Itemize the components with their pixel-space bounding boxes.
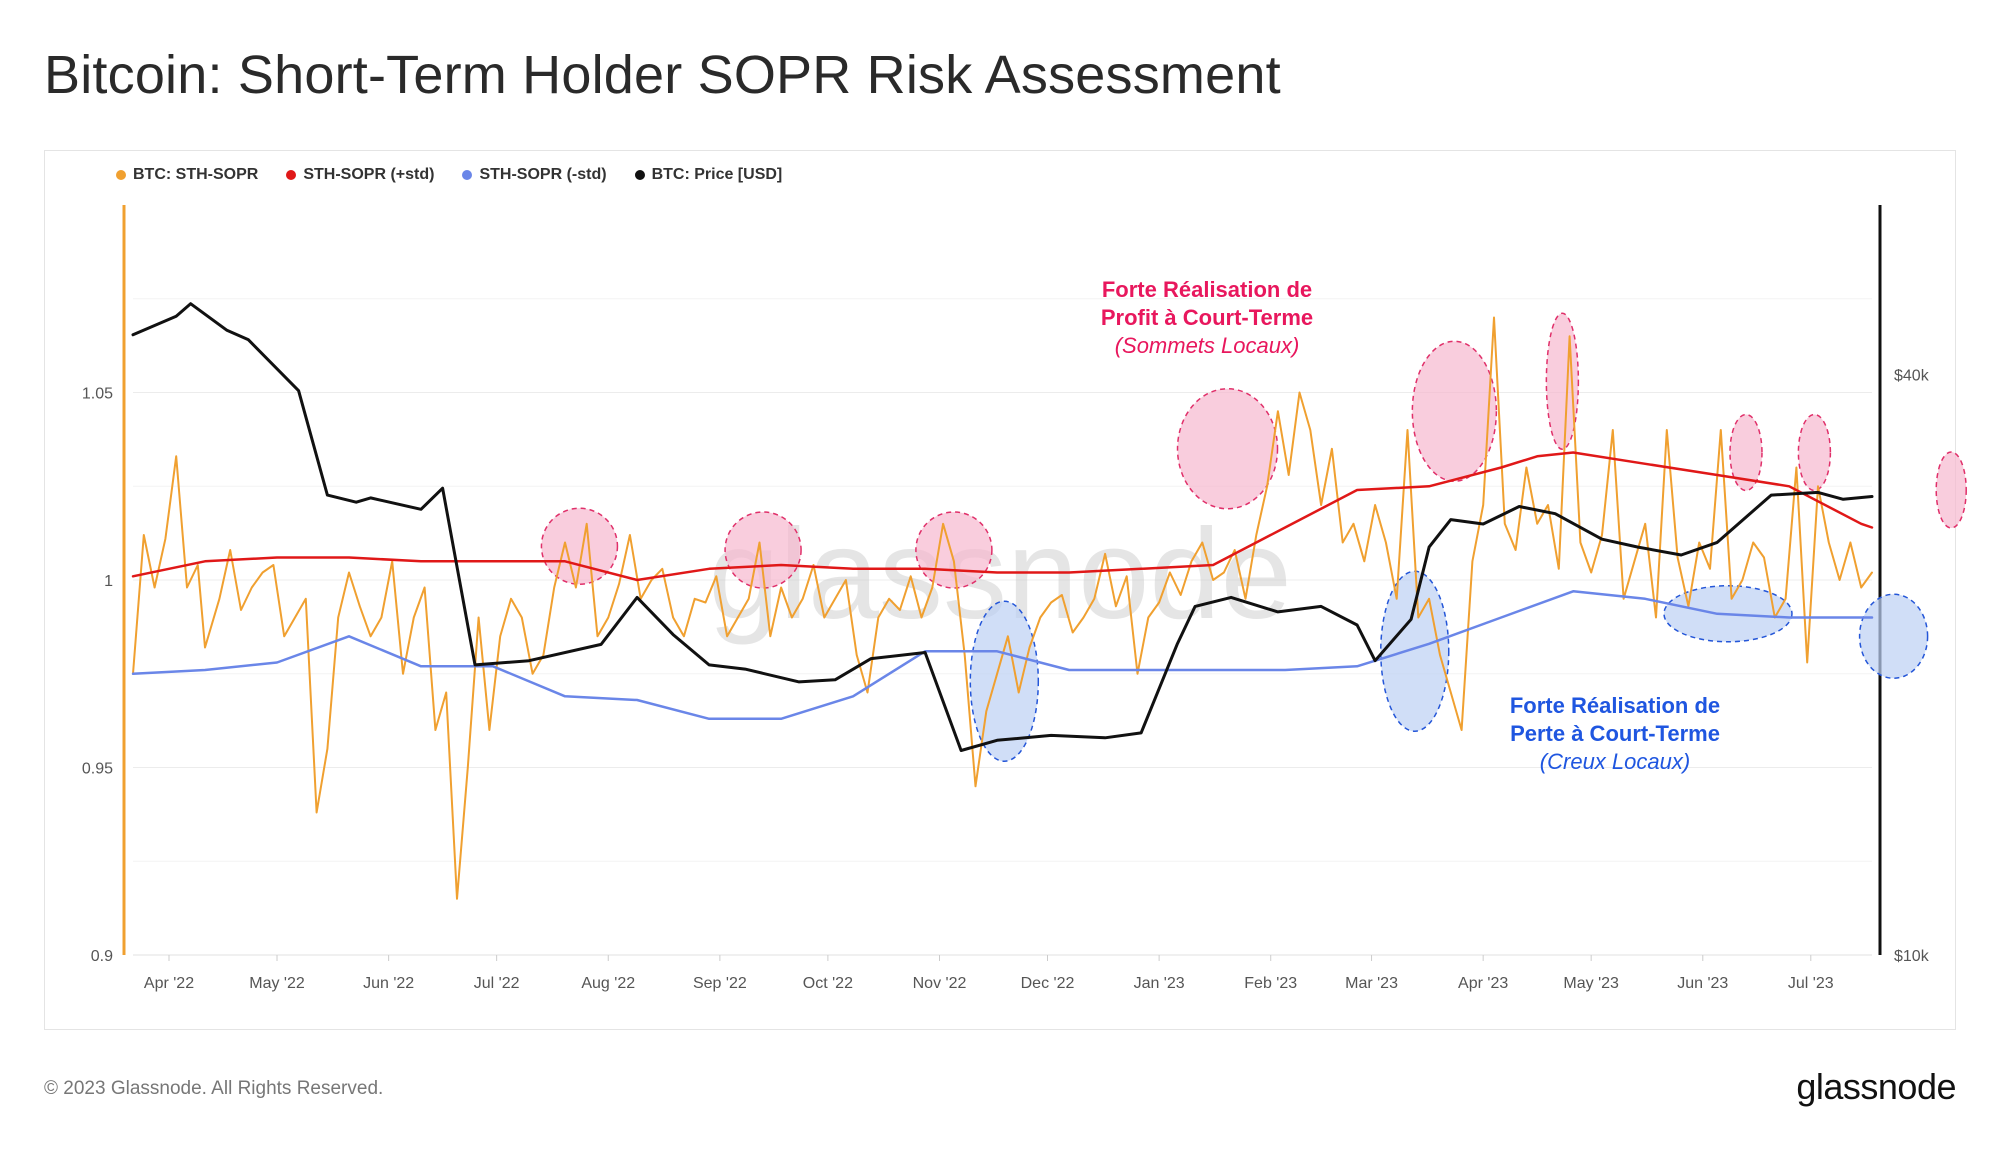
legend-dot-sopr	[116, 170, 126, 180]
x-tick-label: Dec '22	[1021, 975, 1075, 992]
x-tick-label: Jun '22	[363, 975, 414, 992]
loss-annotation-line: Forte Réalisation de	[1510, 693, 1720, 718]
legend-label-upper-std: STH-SOPR (+std)	[303, 166, 435, 183]
legend-dot-lower-std	[462, 170, 473, 180]
profit-zone	[724, 511, 802, 589]
y-left-tick-label: 0.95	[82, 761, 113, 778]
loss-annotation: Forte Réalisation de Perte à Court-Terme (…	[1510, 693, 1720, 774]
legend-dot-upper-std	[286, 170, 297, 180]
copyright-text: © 2023 Glassnode. All Rights Reserved.	[44, 1078, 384, 1099]
glassnode-logo: glassnode	[1796, 1066, 1956, 1107]
legend-label-lower-std: STH-SOPR (-std)	[479, 166, 607, 183]
x-tick-label: May '23	[1563, 975, 1619, 992]
x-tick-label: Apr '23	[1458, 975, 1508, 992]
y-left-tick-label: 0.9	[91, 948, 113, 965]
page-title: Bitcoin: Short-Term Holder SOPR Risk Ass…	[44, 45, 1281, 105]
sopr-upper-std-line	[131, 451, 1874, 582]
profit-annotation-subtitle: (Sommets Locaux)	[1115, 333, 1300, 358]
chart-legend: BTC: STH-SOPR STH-SOPR (+std) STH-SOPR (…	[116, 166, 782, 184]
profit-zone	[915, 511, 993, 589]
x-tick-label: Jul '22	[474, 975, 520, 992]
sopr-lower-std-line	[131, 590, 1874, 721]
legend-item-lower-std[interactable]: STH-SOPR (-std)	[462, 166, 607, 184]
profit-zone	[1411, 340, 1498, 482]
x-tick-label: Jan '23	[1134, 975, 1185, 992]
chart-frame	[44, 150, 1956, 1030]
sopr-line	[132, 316, 1873, 900]
legend-item-upper-std[interactable]: STH-SOPR (+std)	[286, 166, 434, 184]
profit-zone	[1729, 413, 1763, 492]
loss-annotation-line: Perte à Court-Terme	[1510, 721, 1720, 746]
x-tick-label: May '22	[249, 975, 305, 992]
x-tick-label: Apr '22	[144, 975, 194, 992]
profit-annotation-line: Profit à Court-Terme	[1101, 305, 1313, 330]
profit-zone	[1176, 388, 1279, 510]
x-tick-label: Jul '23	[1788, 975, 1834, 992]
y-left-tick-label: 1	[104, 573, 113, 590]
loss-zone	[969, 600, 1040, 762]
x-tick-label: Aug '22	[581, 975, 635, 992]
loss-zone	[1858, 593, 1929, 679]
profit-zone	[1935, 451, 1967, 529]
profit-annotation: Forte Réalisation de Profit à Court-Terme…	[1101, 277, 1313, 358]
profit-annotation-line: Forte Réalisation de	[1102, 277, 1312, 302]
x-tick-label: Sep '22	[693, 975, 747, 992]
price-line	[131, 302, 1874, 752]
y-right-tick-label: $10k	[1894, 948, 1930, 965]
x-tick-label: Oct '22	[803, 975, 853, 992]
y-right-tick-label: $40k	[1894, 368, 1930, 385]
x-tick-label: Mar '23	[1345, 975, 1398, 992]
x-tick-label: Feb '23	[1244, 975, 1297, 992]
legend-label-sopr: BTC: STH-SOPR	[133, 166, 259, 183]
legend-item-price[interactable]: BTC: Price [USD]	[634, 166, 783, 184]
loss-annotation-subtitle: (Creux Locaux)	[1540, 749, 1690, 774]
legend-label-price: BTC: Price [USD]	[651, 166, 783, 183]
profit-zone	[1797, 413, 1832, 492]
x-tick-label: Jun '23	[1677, 975, 1728, 992]
y-left-tick-label: 1.05	[82, 386, 113, 403]
legend-dot-price	[634, 170, 645, 180]
legend-item-sopr[interactable]: BTC: STH-SOPR	[116, 166, 258, 184]
x-tick-label: Nov '22	[913, 975, 967, 992]
